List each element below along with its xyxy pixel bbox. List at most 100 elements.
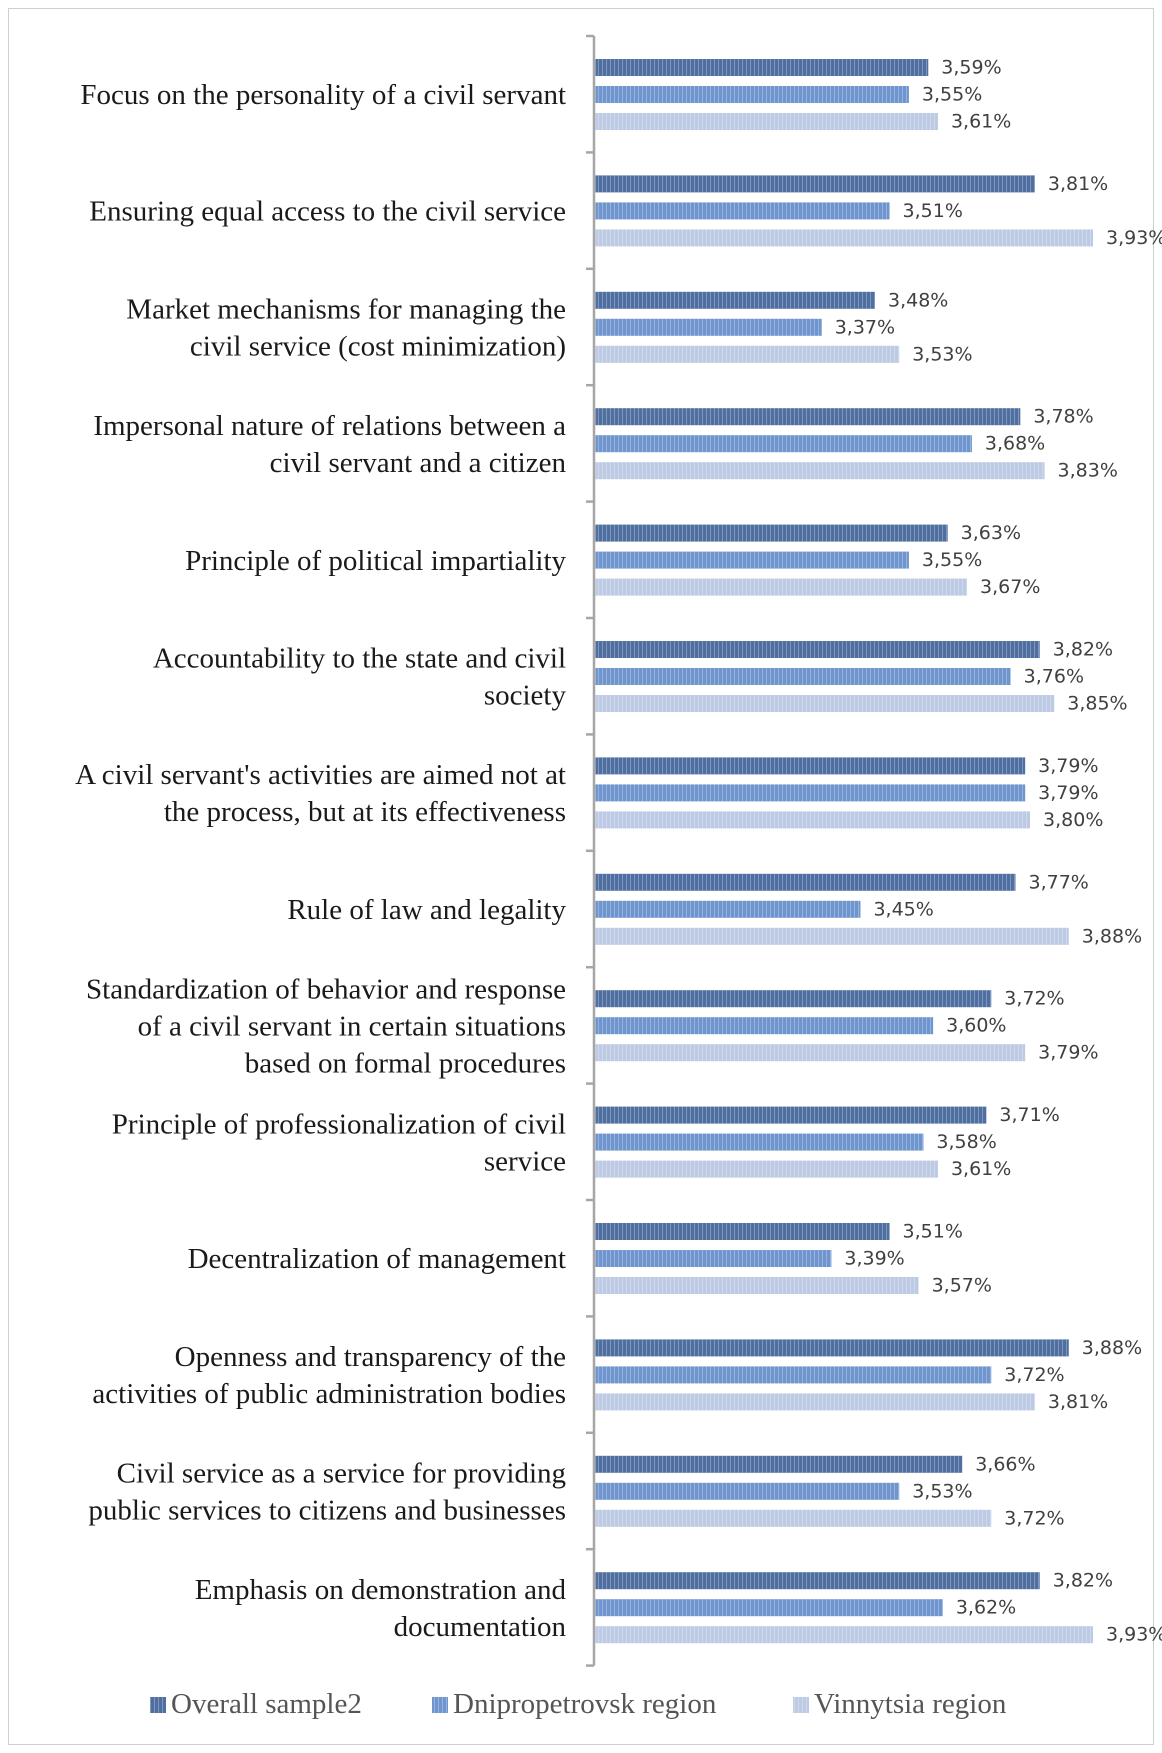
bar-texture [595,1017,934,1035]
data-label: 3,66% [975,1453,1035,1475]
data-label: 3,80% [1043,809,1103,831]
bar-texture [595,1455,963,1473]
data-label: 3,83% [1058,460,1118,482]
category-label: Accountability to the state and civil soc… [153,643,567,712]
bar-texture [595,1509,992,1527]
data-label: 3,39% [844,1248,904,1270]
bar-texture [595,757,1026,775]
legend-swatch-texture [150,1697,166,1713]
data-label: 3,63% [961,522,1021,544]
bar-texture [595,1223,890,1240]
legend-swatch-texture [793,1697,809,1713]
category-label: Impersonal nature of relations between a… [93,410,566,479]
legend: Overall sample2 Dnipropetrovsk region Vinn… [150,1688,1007,1720]
bar-texture [595,1044,1026,1062]
bar-texture [595,668,1011,685]
data-label: 3,51% [903,1221,963,1243]
bar-texture [595,990,992,1008]
bar-texture [595,435,972,453]
bar-texture [595,1160,938,1178]
bar-texture [595,1393,1035,1411]
bar-texture [595,345,900,363]
bar-texture [595,873,1016,891]
category-labels: Focus on the personality of a civil serv… [75,79,566,1643]
data-label: 3,55% [922,549,982,571]
bar-texture [595,1277,919,1294]
bar-texture [595,1250,832,1267]
bar-texture [595,1599,943,1617]
data-label: 3,78% [1033,406,1093,428]
category-label: A civil servant's activities are aimed n… [75,759,566,828]
data-label: 3,67% [980,576,1040,598]
bar-texture [595,113,938,130]
bar-texture [595,784,1026,802]
data-label: 3,77% [1028,871,1088,893]
bar-texture [595,1626,1093,1644]
data-label: 3,58% [936,1131,996,1153]
category-label: Civil service as a service for providing… [88,1458,566,1527]
data-label: 3,61% [951,111,1011,133]
bar-texture [595,291,875,309]
category-label: Market mechanisms for managing the civil … [126,294,566,363]
data-label: 3,81% [1048,1391,1108,1413]
category-label: Ensuring equal access to the civil servi… [89,196,566,228]
data-label: 3,53% [912,1480,972,1502]
data-label: 3,88% [1082,925,1142,947]
bar-texture [595,1133,924,1151]
data-label: 3,45% [873,898,933,920]
category-axis [586,34,596,1667]
legend-label: Dnipropetrovsk region [453,1688,717,1720]
bar-texture [595,408,1021,426]
data-label: 3,72% [1004,1507,1064,1529]
bars-layer: 3,59% 3,55% 3,61% 3,81% 3,51% 3,93% 3,48% 3,37%… [595,57,1162,1646]
data-label: 3,79% [1038,782,1098,804]
data-label: 3,68% [985,433,1045,455]
bar-texture [595,1106,987,1124]
data-label: 3,48% [888,289,948,311]
legend-swatch-texture [432,1697,448,1713]
data-label: 3,76% [1024,666,1084,688]
data-label: 3,85% [1067,693,1127,715]
bar-texture [595,811,1031,829]
data-label: 3,71% [999,1104,1059,1126]
category-label: Emphasis on demonstration and documentati… [195,1574,567,1643]
bar-texture [595,551,909,569]
data-label: 3,53% [912,343,972,365]
data-label: 3,61% [951,1158,1011,1180]
data-label: 3,82% [1053,639,1113,661]
bar-texture [595,318,822,336]
bar-texture [595,202,890,220]
category-label: Focus on the personality of a civil serv… [80,79,566,111]
bar-texture [595,641,1040,658]
data-label: 3,93% [1106,227,1162,249]
bar-texture [595,900,861,918]
category-label: Principle of political impartiality [185,545,566,577]
bar-texture [595,927,1069,945]
bar-texture [595,1572,1040,1590]
bar-texture [595,59,929,76]
bar-texture [595,229,1093,247]
data-label: 3,60% [946,1015,1006,1037]
data-label: 3,72% [1004,1364,1064,1386]
data-label: 3,72% [1004,988,1064,1010]
bar-texture [595,695,1055,712]
bar-texture [595,1339,1069,1357]
bar-texture [595,524,948,542]
data-label: 3,51% [903,200,963,222]
category-label: Standardization of behavior and response… [86,973,566,1079]
data-label: 3,82% [1053,1570,1113,1592]
category-label: Rule of law and legality [287,894,566,926]
bar-texture [595,175,1035,193]
data-label: 3,88% [1082,1337,1142,1359]
category-label: Principle of professionalization of civi… [112,1108,566,1177]
category-label: Openness and transparency of the activiti… [92,1341,566,1410]
legend-label: Overall sample2 [171,1688,362,1720]
legend-label: Vinnytsia region [814,1688,1007,1720]
data-label: 3,57% [932,1275,992,1297]
data-label: 3,37% [835,316,895,338]
data-label: 3,79% [1038,1042,1098,1064]
bar-texture [595,462,1045,480]
bar-texture [595,1366,992,1384]
data-label: 3,79% [1038,755,1098,777]
